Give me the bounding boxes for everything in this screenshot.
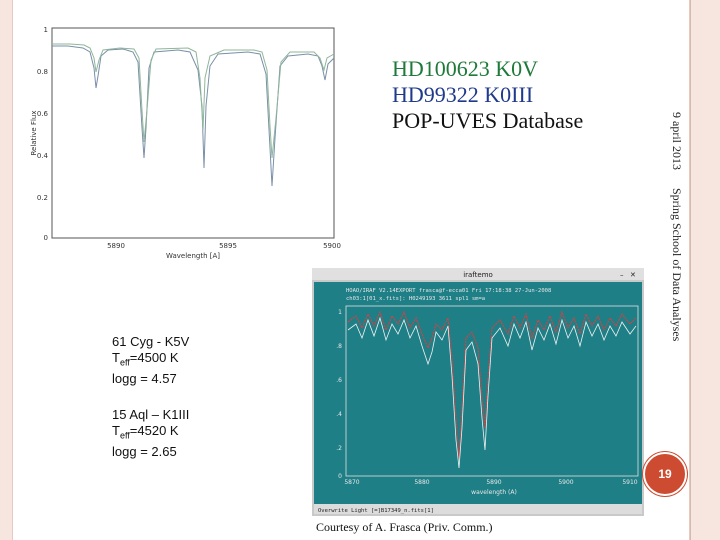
iraf-series-red bbox=[347, 310, 637, 459]
iraf-plot-window: iraftemo – ✕ HOAO/IRAF V2.14EXPORT frasc… bbox=[312, 268, 644, 516]
star-teff: Teff=4520 K bbox=[112, 423, 179, 441]
plot1-ytick: 1 bbox=[44, 26, 48, 34]
plot1-frame bbox=[51, 27, 335, 239]
page-number-badge: 19 bbox=[643, 452, 687, 496]
star-name: 15 Aql – K1III bbox=[112, 407, 190, 422]
plot1-xtick: 5895 bbox=[219, 242, 237, 250]
slide-title: HD100623 K0V HD99322 K0III POP-UVES Data… bbox=[392, 56, 583, 134]
slide-border-left-line bbox=[12, 0, 13, 540]
star-logg: logg = 4.57 bbox=[112, 370, 177, 386]
title-database: POP-UVES Database bbox=[392, 108, 584, 133]
iraf-xtick: 5910 bbox=[622, 479, 637, 486]
title-star-dwarf: HD100623 K0V bbox=[392, 56, 539, 81]
iraf-xtick: 5880 bbox=[414, 479, 429, 486]
window-close-icon: ✕ bbox=[630, 271, 636, 279]
plot1-ytick: 0.2 bbox=[37, 194, 48, 202]
star-teff: Teff=4500 K bbox=[112, 350, 179, 368]
iraf-xtick: 5890 bbox=[486, 479, 501, 486]
iraf-ytick: .2 bbox=[336, 445, 342, 452]
star-name: 61 Cyg - K5V bbox=[112, 334, 190, 349]
plot1-ytick: 0.4 bbox=[37, 152, 49, 160]
iraf-ytick: .6 bbox=[336, 377, 342, 384]
slide-border-left bbox=[0, 0, 12, 540]
title-star-giant: HD99322 K0III bbox=[392, 82, 534, 107]
plot1-ytick: 0.6 bbox=[37, 110, 49, 118]
plot1-series-giant bbox=[52, 43, 335, 159]
plot1-xlabel: Wavelength [A] bbox=[166, 252, 220, 260]
iraf-ytick: 0 bbox=[338, 473, 342, 480]
iraf-window-title: iraftemo bbox=[463, 271, 493, 279]
plot1-ytick: 0 bbox=[44, 234, 48, 242]
star-info-61cyg: 61 Cyg - K5V Teff=4500 K logg = 4.57 bbox=[112, 334, 189, 387]
plot1-ytick: 0.8 bbox=[37, 68, 48, 76]
iraf-xlabel: wavelength (A) bbox=[471, 489, 517, 496]
plot1-ylabel: Relative Flux bbox=[30, 110, 38, 155]
window-minimize-icon: – bbox=[620, 271, 624, 279]
spectrum-plot-uves: 1 0.8 0.6 0.4 0.2 0 5890 5895 5900 Wavel… bbox=[28, 18, 350, 268]
iraf-ytick: .4 bbox=[336, 411, 342, 418]
iraf-xtick: 5900 bbox=[558, 479, 573, 486]
courtesy-caption: Courtesy of A. Frasca (Priv. Comm.) bbox=[316, 520, 493, 534]
iraf-plot-frame bbox=[345, 305, 639, 477]
iraf-status-bar: Overwrite Light [=]B17349_n.fits[1] bbox=[318, 508, 434, 514]
iraf-header-line: HOAO/IRAF V2.14EXPORT frasca@f-ecca01 Fr… bbox=[346, 288, 551, 294]
slide-divider-line bbox=[690, 0, 691, 540]
plot1-xtick: 5900 bbox=[323, 242, 341, 250]
star-logg: logg = 2.65 bbox=[112, 443, 177, 459]
slide-school-name: Spring School of Data Analyses bbox=[670, 188, 684, 342]
iraf-header-line: ch03:1[01_x.fits]: H0249193 3611 spl1 sm… bbox=[346, 296, 485, 302]
plot1-series-dwarf bbox=[52, 45, 335, 187]
plot1-xtick: 5890 bbox=[107, 242, 125, 250]
slide-border-right-line bbox=[689, 0, 690, 540]
iraf-ytick: .8 bbox=[336, 343, 342, 350]
iraf-series-white bbox=[347, 316, 637, 469]
iraf-xtick: 5870 bbox=[344, 479, 359, 486]
slide-date: 9 april 2013 bbox=[670, 112, 684, 170]
iraf-ytick: 1 bbox=[338, 309, 342, 316]
slide-border-right bbox=[690, 0, 720, 540]
star-info-15aql: 15 Aql – K1III Teff=4520 K logg = 2.65 bbox=[112, 407, 189, 460]
